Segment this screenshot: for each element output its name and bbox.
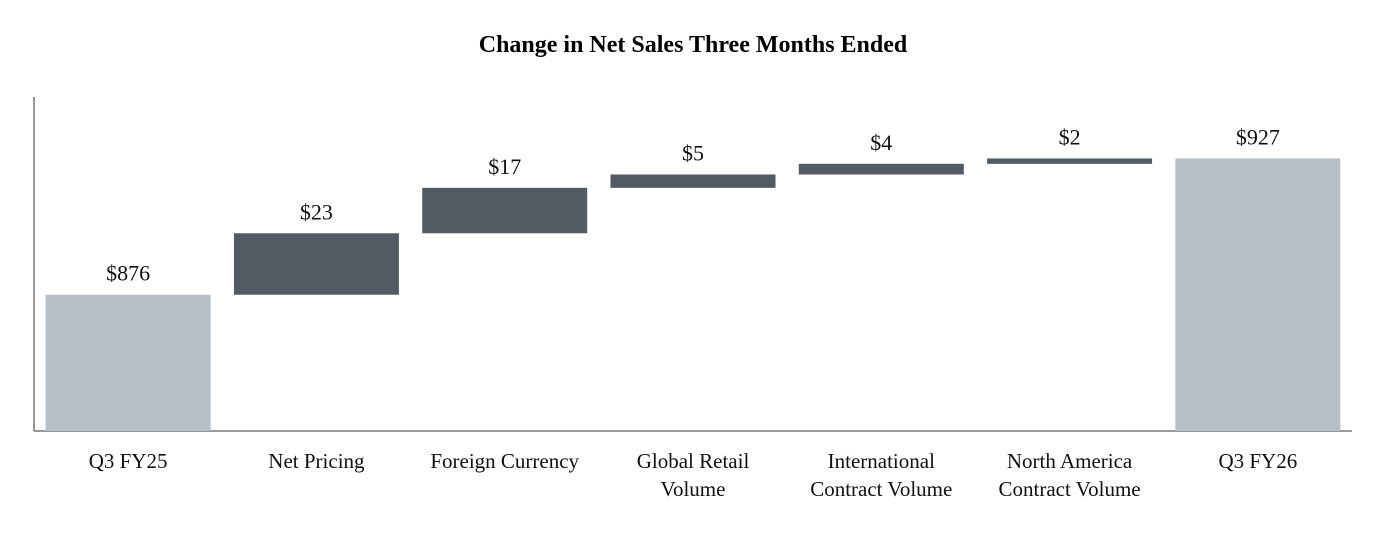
- change-bar: [422, 187, 588, 234]
- x-tick-label: Q3 FY25: [88, 449, 168, 473]
- chart-title: Change in Net Sales Three Months Ended: [479, 32, 908, 58]
- data-label: $4: [870, 130, 892, 155]
- x-tick-label: Net Pricing: [268, 449, 365, 473]
- x-tick-label: Global Retail Volume: [636, 449, 750, 501]
- data-label: $23: [300, 199, 333, 224]
- x-tick-label: North America Contract Volume: [998, 449, 1141, 501]
- change-bar: [233, 233, 399, 295]
- total-bar: [45, 294, 211, 431]
- change-bar: [610, 174, 776, 188]
- x-tick-label: International Contract Volume: [810, 449, 953, 501]
- data-label: $876: [106, 261, 150, 286]
- data-label: $5: [682, 140, 704, 165]
- data-label: $2: [1059, 124, 1081, 149]
- change-bar: [987, 158, 1153, 164]
- x-tick-label: Foreign Currency: [430, 449, 580, 473]
- change-bar: [798, 163, 964, 175]
- data-label: $927: [1236, 124, 1280, 149]
- total-bar: [1175, 158, 1341, 431]
- data-label: $17: [488, 154, 521, 179]
- x-tick-label: Q3 FY26: [1218, 449, 1298, 473]
